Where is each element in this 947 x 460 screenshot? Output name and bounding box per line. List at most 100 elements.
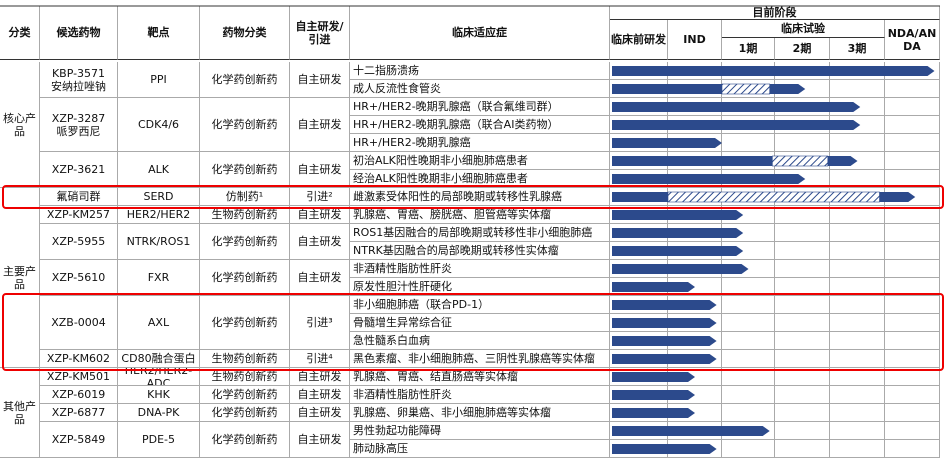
target: NTRK/ROS1 (118, 224, 200, 260)
column-header: 靶点 (118, 6, 200, 60)
drug-class: 仿制药¹ (200, 188, 290, 206)
drug-name: XZP-3287 哌罗西尼 (40, 98, 118, 152)
stage-cell (775, 260, 830, 278)
target: HER2/HER2-ADC (118, 368, 200, 386)
stage-cell (885, 62, 940, 80)
source: 自主研发 (290, 98, 350, 152)
stage-cell (775, 440, 830, 458)
stage-cell (885, 224, 940, 242)
drug-name: XZP-5610 (40, 260, 118, 296)
indication: 骨髓增生异常综合征 (350, 314, 610, 332)
target: SERD (118, 188, 200, 206)
drug-class: 化学药创新药 (200, 296, 290, 350)
stage-cell (830, 368, 885, 386)
progress-bar (612, 426, 770, 436)
stage-cell (830, 422, 885, 440)
stage-cell (885, 368, 940, 386)
drug-class: 生物药创新药 (200, 368, 290, 386)
drug-class: 生物药创新药 (200, 350, 290, 368)
progress-bar (612, 372, 695, 382)
stage-header: IND (668, 20, 722, 60)
column-header: 候选药物 (40, 6, 118, 60)
stage-cell (722, 206, 775, 224)
drug-class: 化学药创新药 (200, 404, 290, 422)
drug-alias: 哌罗西尼 (56, 124, 101, 138)
stage-cell (722, 224, 775, 242)
stage-cell (722, 350, 775, 368)
stage-cell (775, 134, 830, 152)
target: FXR (118, 260, 200, 296)
stage-cell (668, 368, 722, 386)
indication: HR+/HER2-晚期乳腺癌（联合氟维司群） (350, 98, 610, 116)
progress-bar (612, 336, 717, 346)
drug-name: XZP-5955 (51, 235, 106, 248)
stage-cell (668, 332, 722, 350)
indication: 乳腺癌、卵巢癌、非小细胞肺癌等实体瘤 (350, 404, 610, 422)
column-header: 药物分类 (200, 6, 290, 60)
drug-name: 氟硝司群 (56, 190, 101, 203)
progress-bar (612, 282, 695, 292)
drug-class: 生物药创新药 (200, 206, 290, 224)
stage-cell (722, 404, 775, 422)
source: 自主研发 (290, 62, 350, 98)
drug-name: XZP-KM501 (46, 370, 111, 383)
drug-class: 化学药创新药 (200, 386, 290, 404)
indication: 非酒精性脂肪性肝炎 (350, 386, 610, 404)
source: 引进² (290, 188, 350, 206)
stage-cell (830, 224, 885, 242)
phase-header: 2期 (775, 38, 830, 60)
phase-header: 3期 (830, 38, 885, 60)
stage-cell (722, 242, 775, 260)
stage-cell (885, 314, 940, 332)
target: DNA-PK (118, 404, 200, 422)
indication: 成人反流性食管炎 (350, 80, 610, 98)
text-line: 引进 (308, 32, 331, 46)
stage-cell (885, 80, 940, 98)
drug-name: XZP-5955 (40, 224, 118, 260)
stage-cell (885, 332, 940, 350)
stage-cell (885, 170, 940, 188)
stage-cell (722, 422, 775, 440)
drug-class: 化学药创新药 (200, 224, 290, 260)
progress-bar (612, 138, 722, 148)
indication: 黑色素瘤、非小细胞肺癌、三阴性乳腺癌等实体瘤 (350, 350, 610, 368)
indication: HR+/HER2-晚期乳腺癌（联合AI类药物） (350, 116, 610, 134)
drug-name: KBP-3571 安纳拉唑钠 (40, 62, 118, 98)
target: PDE-5 (118, 422, 200, 458)
highlight-box (2, 185, 944, 209)
drug-name: 氟硝司群 (40, 188, 118, 206)
stage-cell (722, 386, 775, 404)
source: 自主研发 (290, 206, 350, 224)
stage-cell (885, 116, 940, 134)
progress-bar (612, 408, 695, 418)
source: 自主研发 (290, 260, 350, 296)
group-label: 主要产品 (0, 188, 40, 368)
stage-cell (722, 332, 775, 350)
stage-cell (885, 278, 940, 296)
indication: 十二指肠溃疡 (350, 62, 610, 80)
drug-name: XZP-6019 (51, 388, 106, 401)
stage-cell (775, 314, 830, 332)
stage-cell (885, 404, 940, 422)
source: 自主研发 (290, 404, 350, 422)
stage-cell (830, 116, 885, 134)
source: 引进⁴ (290, 350, 350, 368)
stage-cell (722, 368, 775, 386)
stage-cell (885, 296, 940, 314)
source: 自主研发 (290, 224, 350, 260)
stage-cell (830, 206, 885, 224)
column-header: 临床适应症 (350, 6, 610, 60)
stage-cell (775, 242, 830, 260)
target: CD80融合蛋白 (118, 350, 200, 368)
target: ALK (118, 152, 200, 188)
stage-cell (668, 440, 722, 458)
indication: 雌激素受体阳性的局部晚期或转移性乳腺癌 (350, 188, 610, 206)
stage-cell (775, 80, 830, 98)
hatch-segment (721, 83, 771, 95)
drug-name: XZP-6877 (51, 406, 106, 419)
indication: 肺动脉高压 (350, 440, 610, 458)
source: 自主研发 (290, 422, 350, 458)
source: 自主研发 (290, 386, 350, 404)
